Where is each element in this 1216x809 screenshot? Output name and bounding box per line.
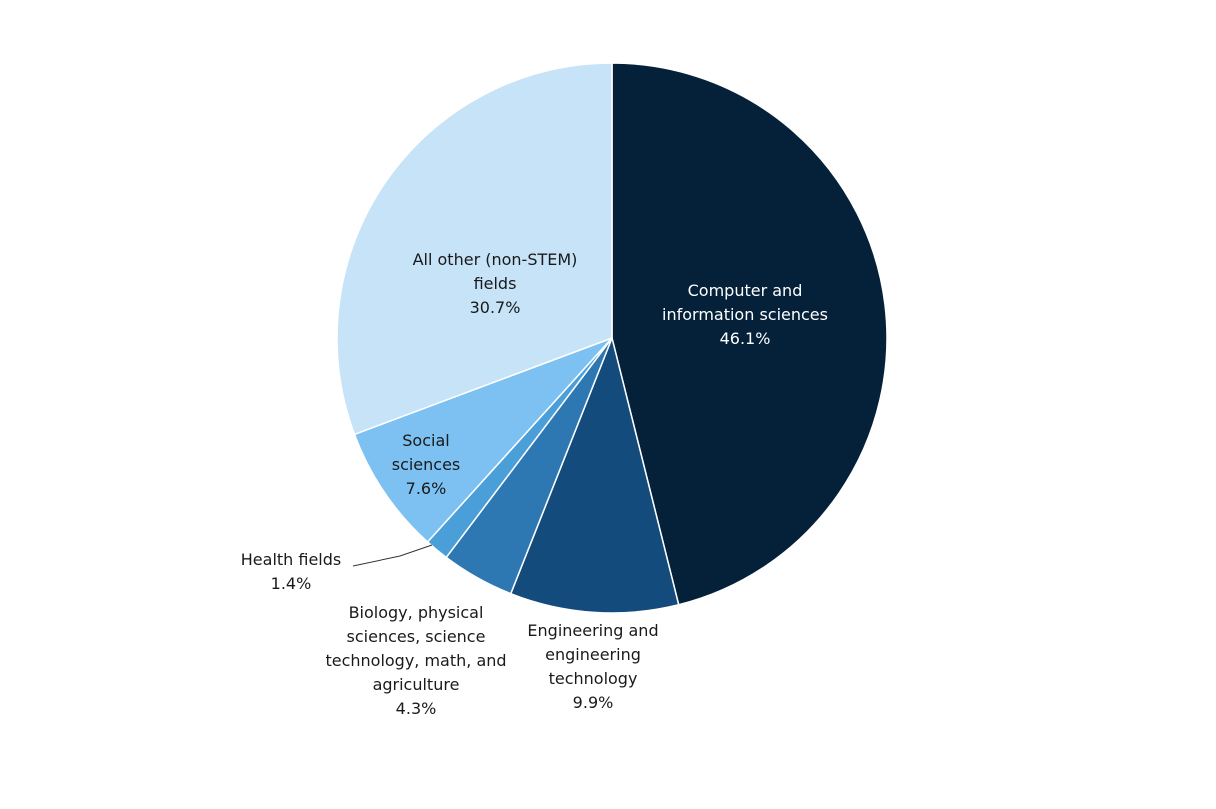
label-health-text: Health fields xyxy=(240,550,342,569)
label-computer-text: Computer and information sciences xyxy=(662,281,828,324)
label-social-value: 7.6% xyxy=(405,479,447,498)
label-health-value: 1.4% xyxy=(270,574,312,593)
label-social-text: Social sciences xyxy=(391,431,461,474)
label-health: Health fields 1.4% xyxy=(241,548,341,596)
label-biology-text: Biology, physical sciences, science tech… xyxy=(325,603,507,694)
label-engineering-value: 9.9% xyxy=(572,693,614,712)
pie-slice-4 xyxy=(353,337,613,544)
health-leader-line xyxy=(352,544,433,567)
label-engineering: Engineering and engineering technology 9.… xyxy=(527,619,658,715)
label-biology: Biology, physical sciences, science tech… xyxy=(325,601,506,721)
label-computer-value: 46.1% xyxy=(719,329,771,348)
label-social: Social sciences 7.6% xyxy=(392,429,461,501)
label-other: All other (non-STEM) fields 30.7% xyxy=(413,248,578,320)
label-other-value: 30.7% xyxy=(469,298,521,317)
pie-slice-1 xyxy=(509,335,680,614)
pie-slice-5 xyxy=(336,62,613,436)
label-biology-value: 4.3% xyxy=(395,699,437,718)
label-computer: Computer and information sciences 46.1% xyxy=(662,279,828,351)
label-engineering-text: Engineering and engineering technology xyxy=(527,621,659,688)
pie-slice-0 xyxy=(611,62,888,606)
label-other-text: All other (non-STEM) fields xyxy=(412,250,578,293)
